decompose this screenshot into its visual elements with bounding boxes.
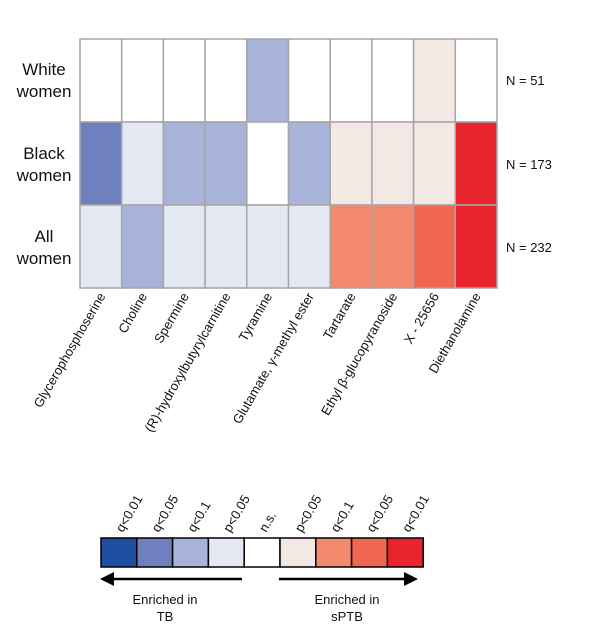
n-label-black-women: N = 173 [506, 157, 552, 172]
column-label: (R)-hydroxylbutyrylcarnitine [141, 290, 233, 435]
column-label: Choline [115, 290, 150, 336]
row-label-line: women [16, 82, 72, 101]
caption-line: Enriched in [314, 592, 380, 607]
legend-arrows [100, 572, 418, 586]
heatmap-cell [287, 121, 331, 206]
column-label: X - 25656 [401, 290, 442, 346]
n-label-all-women: N = 232 [506, 240, 552, 255]
heatmap-cell [246, 121, 290, 206]
heatmap-cell [120, 204, 165, 289]
heatmap-cell [454, 121, 498, 206]
legend-level-label: q<0.01 [113, 492, 146, 534]
legend-level-label: n.s. [256, 509, 279, 535]
heatmap-cell [120, 121, 165, 206]
arrow-right-head [404, 572, 418, 586]
legend-swatch [207, 537, 245, 568]
heatmap-cell [371, 121, 415, 206]
legend-level-label: p<0.05 [220, 492, 253, 534]
row-label-line: women [16, 249, 72, 268]
heatmap-cell [329, 38, 373, 123]
heatmap-cell [204, 121, 248, 206]
legend-level-label: q<0.01 [399, 492, 432, 534]
heatmap-cell [329, 204, 373, 289]
row-label-line: women [16, 166, 72, 185]
legend-swatch [315, 537, 353, 568]
column-labels: Glycerophosphoserine Choline Spermine(R)-h… [30, 289, 483, 434]
n-label-white-women: N = 51 [506, 73, 545, 88]
column-label: Glutamate, γ-methyl ester [230, 289, 318, 426]
legend-level-labels: q<0.01 q<0.05 q<0.1 p<0.05 n.s. p<0.05 q<0.1 q<… [113, 492, 432, 534]
row-label-line: All [34, 227, 54, 246]
arrow-left-head [100, 572, 114, 586]
column-label: Tartarate [320, 290, 359, 342]
heatmap-cell [329, 121, 373, 206]
heatmap-cell [79, 204, 123, 289]
legend-swatch [386, 537, 424, 568]
legend-swatch [100, 537, 138, 568]
heatmap-cell [79, 121, 123, 206]
heatmap-cell [287, 204, 331, 289]
legend-color-bar [100, 537, 424, 568]
heatmap-cell [454, 204, 498, 289]
heatmap-cell [287, 38, 331, 123]
heatmap-cell [412, 204, 457, 289]
row-label-line: White [22, 60, 66, 79]
row-label-black-women: Black women [6, 143, 82, 187]
row-label-white-women: White women [6, 59, 82, 103]
row-label-line: Black [23, 144, 65, 163]
caption-line: TB [156, 609, 174, 624]
heatmap-cell [162, 121, 206, 206]
legend-left-caption: Enriched in TB [110, 591, 220, 625]
legend-swatch [243, 537, 281, 568]
column-label: Glycerophosphoserine [30, 290, 108, 410]
heatmap-cell [120, 38, 165, 123]
heatmap-cell [204, 38, 248, 123]
heatmap-cell [246, 38, 290, 123]
column-label: Ethyl β-glucopyranoside [318, 290, 400, 418]
legend-level-label: q<0.1 [327, 499, 356, 535]
heatmap-cell [371, 204, 415, 289]
heatmap-cell [454, 38, 498, 123]
caption-line: sPTB [331, 609, 363, 624]
row-label-all-women: All women [6, 226, 82, 270]
legend-swatch [279, 537, 317, 568]
caption-line: Enriched in [132, 592, 198, 607]
heatmap-cell [162, 204, 206, 289]
heatmap-cell [204, 204, 248, 289]
heatmap-cell [162, 38, 206, 123]
legend-level-label: q<0.1 [184, 499, 213, 535]
heatmap-cell [412, 38, 457, 123]
legend-level-label: q<0.05 [148, 492, 181, 534]
legend-level-label: q<0.05 [363, 492, 396, 534]
heatmap-cells [79, 38, 498, 289]
heatmap-cell [371, 38, 415, 123]
legend-swatch [136, 537, 174, 568]
heatmap-cell [79, 38, 123, 123]
heatmap-cell [246, 204, 290, 289]
column-label: Tyramine [236, 290, 276, 344]
legend-swatch [350, 537, 389, 568]
legend-right-caption: Enriched in sPTB [292, 591, 402, 625]
column-label: Spermine [151, 290, 192, 346]
heatmap-cell [412, 121, 457, 206]
legend-swatch [171, 537, 210, 568]
legend-level-label: p<0.05 [292, 492, 325, 534]
